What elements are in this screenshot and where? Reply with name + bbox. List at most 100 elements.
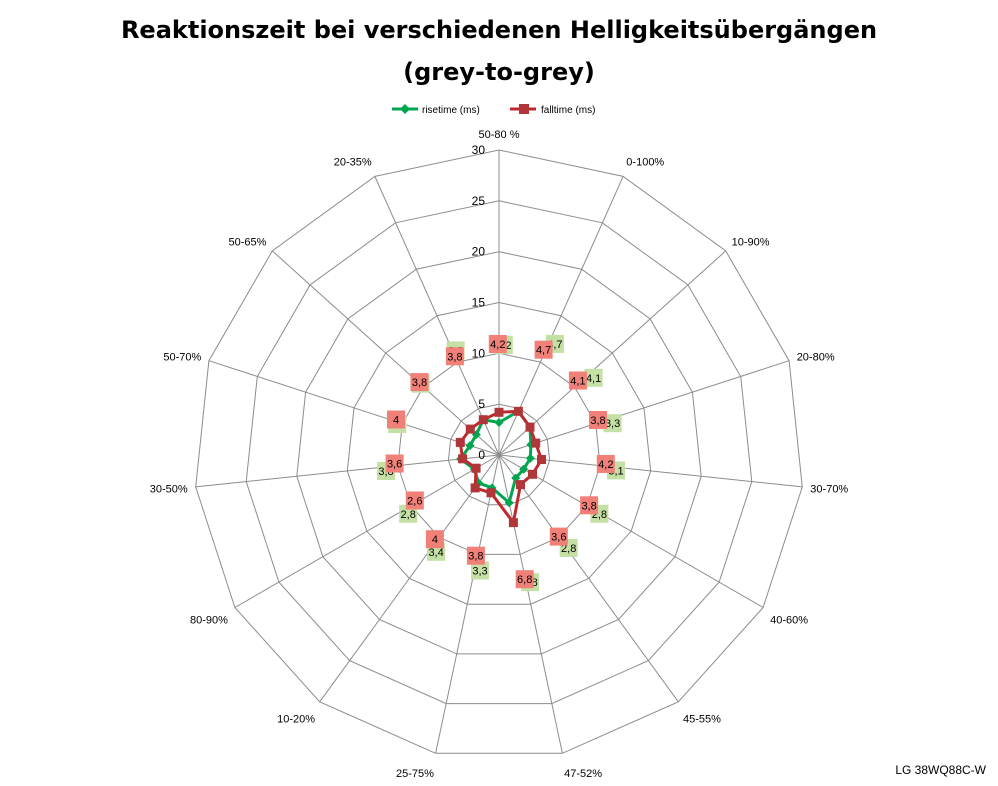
falltime-point (513, 406, 523, 416)
data-label: 4 (393, 415, 399, 427)
falltime-point (471, 463, 481, 473)
category-label: 80-90% (190, 615, 228, 627)
grid-spoke (498, 454, 679, 703)
risetime-point (465, 441, 475, 451)
data-series (455, 406, 546, 528)
data-label: 3,8 (447, 351, 462, 363)
data-label-box (568, 371, 587, 390)
data-label-box (515, 570, 534, 589)
falltime-point (537, 455, 546, 464)
category-label: 0-100% (626, 157, 664, 169)
legend-item-falltime: falltime (ms) (510, 104, 595, 116)
falltime-point (470, 483, 480, 493)
falltime-point (478, 415, 488, 425)
data-label-box (466, 546, 485, 565)
category-label: 47-52% (564, 768, 602, 780)
data-label-box (445, 347, 464, 366)
data-label-box (549, 527, 568, 546)
data-label: 2,6 (407, 496, 422, 508)
data-label: 3,6 (387, 459, 402, 471)
grid-ring (245, 200, 753, 705)
grid-spoke (435, 454, 500, 754)
radial-tick-labels: 0 5 10 15 20 25 30 (472, 143, 486, 462)
data-label-box (596, 455, 615, 473)
data-label-box (534, 340, 553, 359)
grid-spoke (195, 454, 500, 488)
grid-ring (296, 251, 702, 655)
radar-spokes (195, 150, 803, 754)
data-label-box (580, 496, 599, 515)
risetime-point (525, 453, 535, 463)
data-labels: 3,24,74,13,33,12,82,84,83,33,42,83,8333,… (377, 334, 625, 592)
data-label: 2,8 (561, 543, 576, 555)
falltime-point (508, 518, 518, 528)
legend-item-risetime: risetime (ms) (392, 104, 480, 116)
data-label-box (405, 491, 424, 510)
grid-spoke (208, 360, 500, 456)
radial-tick-label: 30 (472, 143, 486, 157)
falltime-point (516, 480, 525, 490)
grid-spoke (498, 454, 764, 608)
falltime-point (486, 488, 496, 498)
grid-spoke (498, 454, 803, 488)
legend-falltime-label: falltime (ms) (541, 105, 595, 116)
legend-risetime-label: risetime (ms) (422, 105, 480, 116)
radar-grid (195, 149, 803, 754)
risetime-point (519, 464, 529, 474)
monitor-model-label: LG 38WQ88C-W (895, 763, 986, 777)
category-label: 25-75% (396, 768, 434, 780)
data-label: 4,7 (536, 345, 551, 357)
data-label: 3,4 (428, 547, 443, 559)
falltime-point (528, 469, 537, 479)
category-label: 20-35% (334, 157, 372, 169)
grid-ring (346, 301, 652, 605)
risetime-point (504, 498, 514, 508)
falltime-point (458, 454, 468, 464)
category-label: 50-80 % (479, 129, 520, 141)
falltime-point (494, 407, 504, 417)
category-label: 10-90% (732, 237, 770, 249)
data-label: 3,8 (468, 551, 483, 563)
radial-tick-label: 25 (472, 194, 486, 208)
data-label: 4,2 (598, 459, 613, 471)
data-label-box (488, 335, 507, 353)
series-line-falltime (458, 409, 543, 525)
legend-falltime-marker (519, 104, 529, 114)
legend: risetime (ms) falltime (ms) (392, 104, 595, 116)
radial-tick-label: 20 (472, 245, 486, 259)
grid-spoke (374, 176, 500, 456)
radial-tick-label: 10 (472, 346, 486, 360)
data-label-box (410, 373, 429, 392)
grid-spoke (319, 454, 500, 703)
category-label: 20-80% (797, 351, 835, 363)
grid-spoke (498, 250, 727, 456)
data-label-box (603, 414, 622, 433)
series-line-risetime (459, 409, 533, 505)
grid-spoke (234, 454, 500, 608)
falltime-point (531, 438, 541, 448)
grid-spoke (498, 360, 790, 456)
radial-tick-label: 0 (478, 448, 485, 462)
category-label: 50-65% (228, 237, 266, 249)
data-label: 3,3 (605, 418, 620, 430)
radial-tick-label: 5 (478, 397, 485, 411)
data-label-box (589, 411, 607, 429)
category-label: 10-20% (277, 714, 315, 726)
chart-title-line1: Reaktionszeit bei verschiedenen Helligke… (121, 16, 877, 44)
data-label-box (471, 561, 489, 580)
data-label: 3,8 (412, 377, 427, 389)
data-label-box (425, 530, 444, 549)
falltime-point (455, 437, 465, 447)
data-label: 6,8 (517, 574, 532, 586)
grid-ring (397, 352, 601, 555)
data-label-box (387, 410, 405, 429)
data-label: 4,1 (570, 376, 585, 388)
category-label: 45-55% (683, 714, 721, 726)
category-label: 30-50% (150, 483, 188, 495)
category-labels: 50-80 % 0-100% 10-90% 20-80% 30-70% 40-60% 45-… (150, 129, 849, 780)
data-label: 2,8 (401, 509, 416, 521)
chart-title-line2: (grey-to-grey) (403, 58, 595, 86)
data-label: 3,6 (551, 532, 566, 544)
data-label: 3,8 (581, 500, 596, 512)
